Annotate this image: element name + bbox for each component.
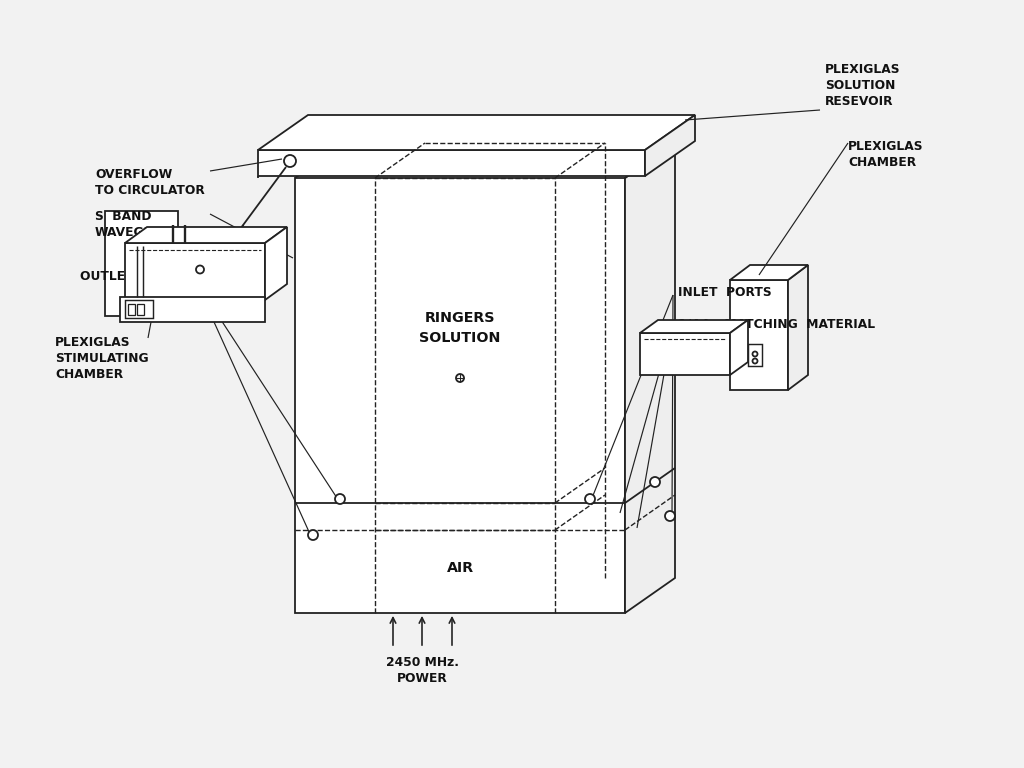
Bar [730, 280, 788, 390]
Bar [120, 297, 265, 322]
Circle shape [335, 494, 345, 504]
Circle shape [650, 477, 660, 487]
Circle shape [753, 359, 758, 363]
Text: 1/4 λ   MATCHING  MATERIAL: 1/4 λ MATCHING MATERIAL [678, 317, 876, 330]
Bar [105, 211, 178, 316]
Circle shape [753, 352, 758, 356]
Text: INLET  PORTS: INLET PORTS [678, 286, 772, 299]
Text: PLEXIGLAS
STIMULATING
CHAMBER: PLEXIGLAS STIMULATING CHAMBER [55, 336, 148, 381]
Polygon shape [730, 320, 748, 375]
Circle shape [196, 266, 204, 273]
Polygon shape [625, 143, 675, 613]
Text: 2450 MHz.
POWER: 2450 MHz. POWER [385, 656, 459, 685]
Polygon shape [258, 115, 695, 150]
Polygon shape [125, 243, 265, 300]
Circle shape [665, 511, 675, 521]
Polygon shape [645, 115, 695, 176]
Polygon shape [265, 227, 287, 300]
Circle shape [456, 374, 464, 382]
Bar [128, 304, 135, 315]
Polygon shape [125, 227, 287, 243]
Polygon shape [730, 265, 808, 280]
Text: RINGERS
SOLUTION: RINGERS SOLUTION [419, 311, 501, 345]
Text: OVERFLOW
TO CIRCULATOR: OVERFLOW TO CIRCULATOR [95, 168, 205, 197]
Bar [137, 304, 144, 315]
Bar [748, 344, 762, 366]
Circle shape [284, 155, 296, 167]
Text: PLEXIGLAS
CHAMBER: PLEXIGLAS CHAMBER [848, 140, 924, 169]
Polygon shape [640, 320, 748, 333]
Circle shape [585, 494, 595, 504]
Polygon shape [640, 333, 730, 375]
Polygon shape [258, 150, 645, 176]
Text: S  BAND
WAVEGUIDE: S BAND WAVEGUIDE [95, 210, 177, 239]
Text: OUTLET  PORTS: OUTLET PORTS [80, 270, 187, 283]
Bar [125, 300, 153, 318]
Polygon shape [295, 178, 625, 613]
Circle shape [308, 530, 318, 540]
Polygon shape [788, 265, 808, 390]
Text: PLEXIGLAS
SOLUTION
RESEVOIR: PLEXIGLAS SOLUTION RESEVOIR [825, 63, 900, 108]
Text: AIR: AIR [446, 561, 473, 575]
